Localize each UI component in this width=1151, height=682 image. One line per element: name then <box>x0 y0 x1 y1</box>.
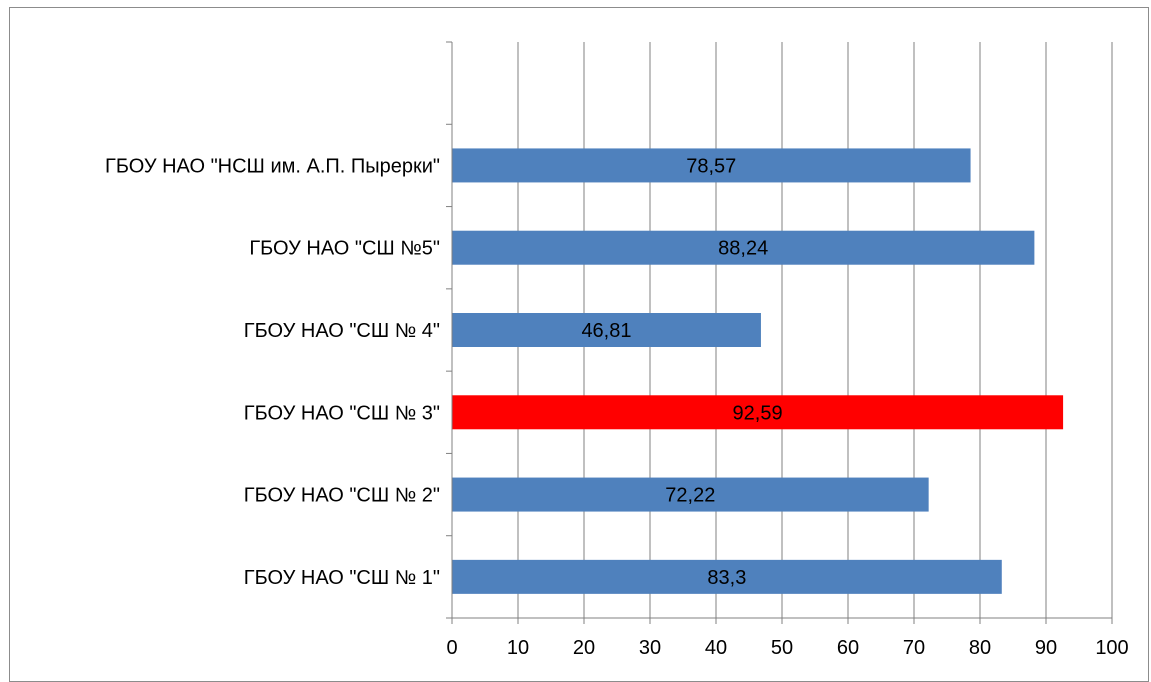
category-label: ГБОУ НАО "СШ №5" <box>249 238 440 260</box>
x-tick-label: 60 <box>837 637 859 659</box>
bars <box>452 148 1064 594</box>
x-tick-labels: 0 10 20 30 40 50 60 70 80 90 100 <box>446 637 1128 659</box>
category-labels: ГБОУ НАО "СШ № 1" ГБОУ НАО "СШ № 2" ГБОУ Н… <box>105 155 440 588</box>
data-label: 83,3 <box>707 567 746 589</box>
x-tick-label: 30 <box>639 637 661 659</box>
data-label: 88,24 <box>718 238 768 260</box>
gridlines <box>517 42 1113 618</box>
x-tick-label: 100 <box>1095 637 1128 659</box>
category-label: ГБОУ НАО "СШ № 2" <box>244 485 440 507</box>
x-tick-label: 10 <box>507 637 529 659</box>
data-labels: 83,3 72,22 92,59 46,81 88,24 78,57 <box>581 155 782 588</box>
bar <box>452 148 971 183</box>
bar <box>452 559 1002 594</box>
bar <box>452 313 761 347</box>
x-tick-label: 50 <box>771 637 793 659</box>
category-label: ГБОУ НАО "СШ № 3" <box>244 402 440 424</box>
data-label: 46,81 <box>581 320 631 342</box>
data-label: 92,59 <box>733 402 783 424</box>
category-label: ГБОУ НАО "СШ № 4" <box>244 320 440 342</box>
x-tick-label: 70 <box>903 637 925 659</box>
x-tick-label: 0 <box>446 637 457 659</box>
data-label: 78,57 <box>686 155 736 177</box>
category-label: ГБОУ НАО "НСШ им. А.П. Пырерки" <box>105 155 440 177</box>
x-tick-label: 90 <box>1035 637 1057 659</box>
axes <box>446 41 1113 624</box>
x-tick-label: 80 <box>969 637 991 659</box>
bar <box>452 395 1064 430</box>
bar <box>452 477 929 512</box>
bar <box>452 230 1035 265</box>
data-label: 72,22 <box>665 485 715 507</box>
category-label: ГБОУ НАО "СШ № 1" <box>244 567 440 589</box>
x-tick-label: 40 <box>705 637 727 659</box>
x-tick-label: 20 <box>573 637 595 659</box>
